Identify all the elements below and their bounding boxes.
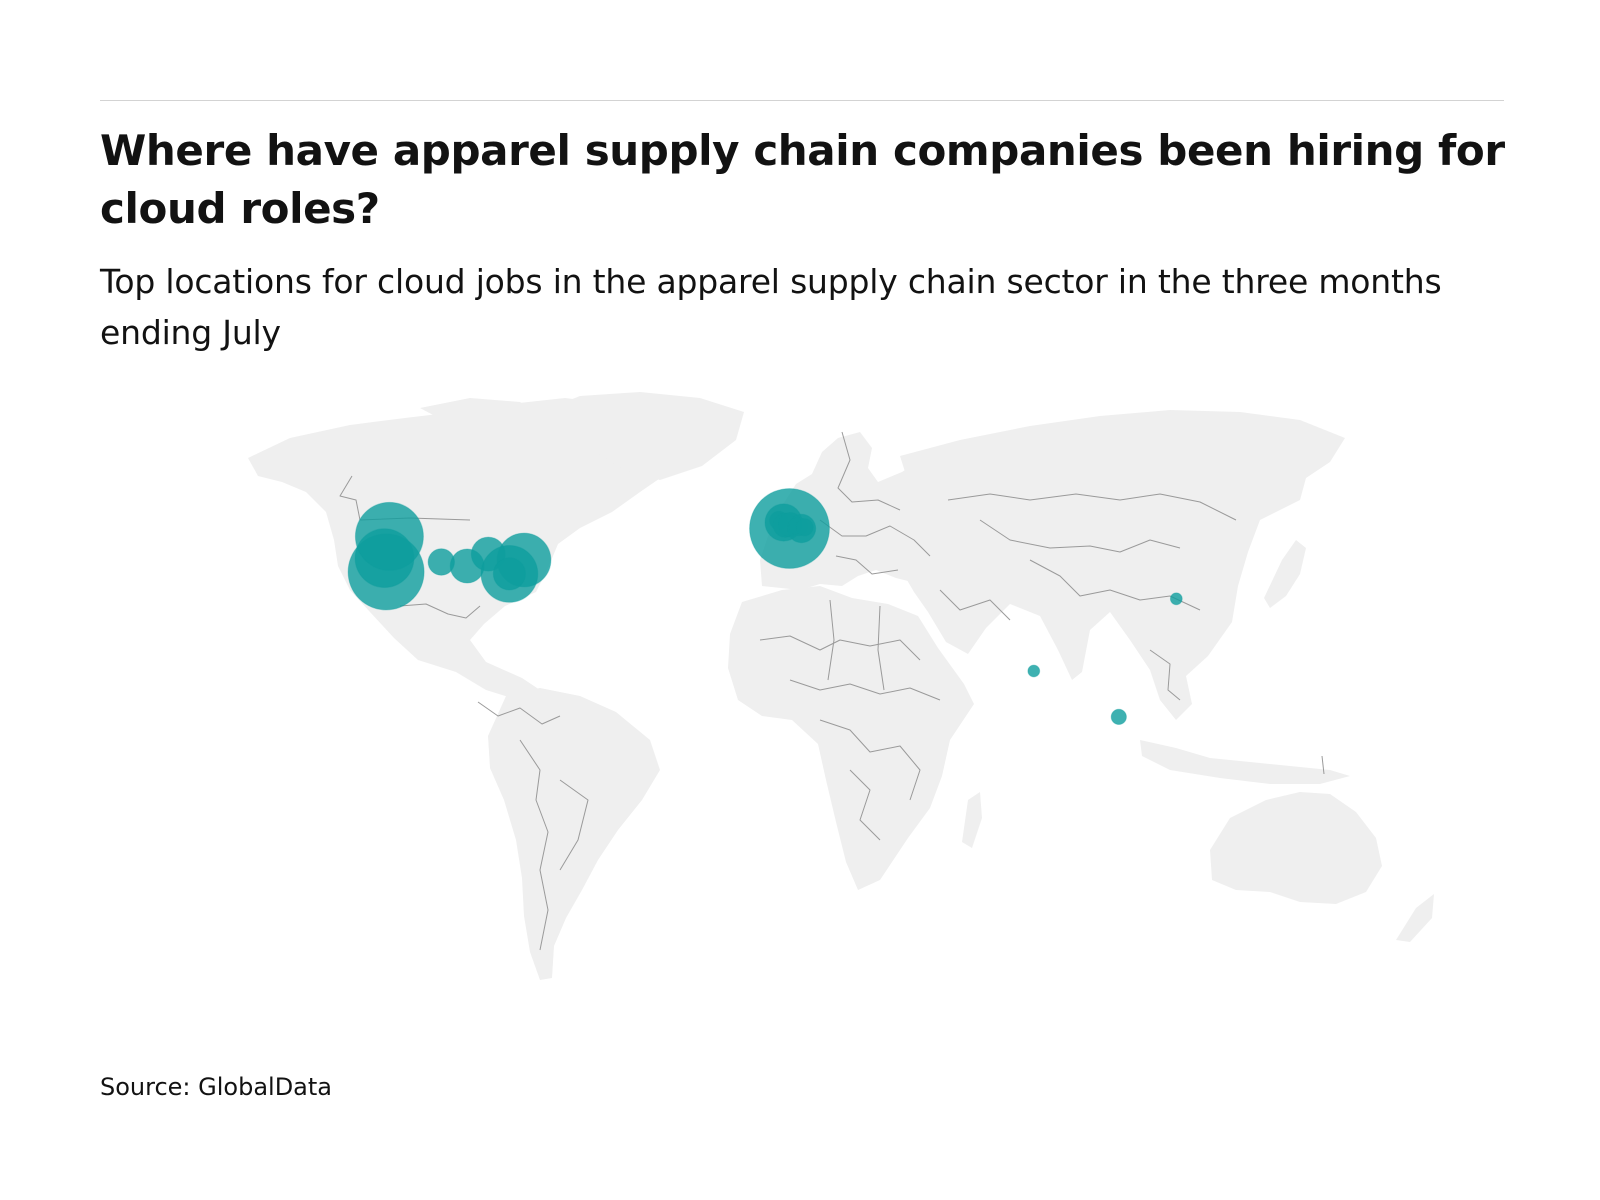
- border-sahel: [789, 679, 941, 701]
- location-bubble-20[interactable]: [1110, 708, 1127, 726]
- location-bubble-18[interactable]: [1169, 592, 1183, 606]
- border-north-south-america: [477, 701, 561, 725]
- location-bubble-3[interactable]: [354, 501, 424, 571]
- land-asia: [900, 410, 1345, 720]
- land-greenland: [540, 392, 744, 480]
- chart-title: Where have apparel supply chain companie…: [100, 126, 1505, 233]
- land-new-zealand: [1396, 894, 1434, 942]
- land-madagascar: [962, 792, 982, 848]
- land-layer: [248, 392, 1434, 980]
- border-north-africa-vertical: [827, 599, 835, 681]
- border-layer: [339, 431, 1325, 951]
- border-indochina: [1149, 649, 1181, 701]
- location-bubble-19[interactable]: [1027, 664, 1041, 678]
- border-india-china: [1029, 559, 1201, 611]
- land-north-america: [248, 398, 690, 698]
- border-balkans: [835, 555, 899, 575]
- land-japan: [1264, 540, 1306, 608]
- border-new-guinea: [1321, 755, 1325, 775]
- border-south-america-east: [559, 779, 589, 871]
- border-middle-east: [939, 589, 1011, 621]
- bubble-layer: [347, 488, 1183, 726]
- location-bubble-17[interactable]: [795, 518, 814, 537]
- border-egypt-libya: [877, 605, 885, 691]
- location-bubble-9[interactable]: [492, 557, 526, 591]
- land-australia: [1210, 792, 1382, 904]
- border-us-mexico: [399, 603, 481, 619]
- border-us-canada: [339, 475, 471, 521]
- land-africa: [728, 586, 974, 890]
- border-scandinavia: [837, 431, 901, 511]
- chart-subtitle: Top locations for cloud jobs in the appa…: [100, 262, 1442, 352]
- border-central-asia: [979, 519, 1181, 553]
- land-south-america: [488, 688, 660, 980]
- border-southern-africa: [849, 769, 881, 841]
- border-andes: [519, 739, 549, 951]
- border-central-africa: [819, 719, 921, 801]
- border-sahara: [759, 635, 921, 661]
- top-rule: [100, 100, 1504, 101]
- land-indonesia: [1140, 740, 1350, 784]
- border-central-europe: [819, 519, 931, 557]
- source-note: Source: GlobalData: [100, 1073, 333, 1101]
- border-russia-south: [947, 493, 1237, 521]
- land-arctic-islands: [420, 398, 540, 424]
